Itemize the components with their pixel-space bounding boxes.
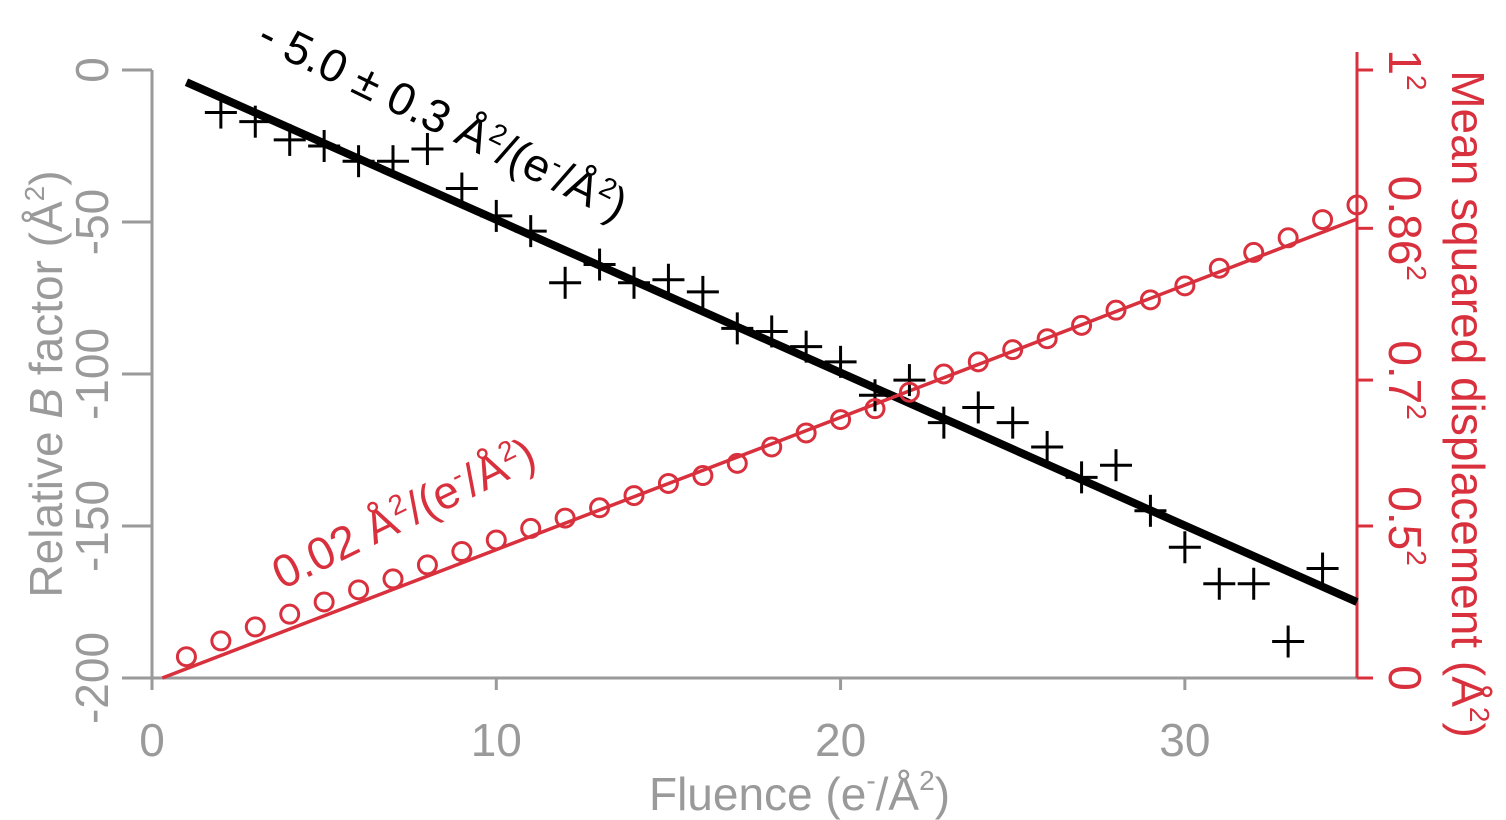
msd-point <box>348 579 370 601</box>
b-factor-point <box>308 130 341 162</box>
b-factor-point <box>1134 494 1167 527</box>
b-factor-point <box>342 145 375 178</box>
y-right-tick-label: 0.862 <box>1379 176 1432 281</box>
msd-point <box>967 351 989 373</box>
msd-point <box>657 472 679 494</box>
msd-point <box>1139 289 1161 311</box>
msd-point <box>1105 299 1127 321</box>
x-tick-label: 20 <box>815 714 866 766</box>
msd-point <box>898 381 920 403</box>
b-factor-point <box>377 145 409 178</box>
msd-fit-line <box>161 217 1358 680</box>
msd-point <box>279 603 301 625</box>
b-factor-point <box>996 406 1029 439</box>
y-right-tick-label: 0.72 <box>1379 340 1432 420</box>
b-factor-point <box>549 266 582 299</box>
x-tick-label: 30 <box>1159 714 1210 766</box>
msd-point <box>451 541 473 563</box>
annotations: - 5.0 ± 0.3 Å2/(e-/Å2)0.02 Å2/(e-/Å2) <box>251 7 636 599</box>
msd-point <box>1277 227 1299 249</box>
msd-point <box>1002 339 1024 361</box>
b-factor-point <box>239 105 272 138</box>
b-factor-point <box>1237 567 1270 600</box>
y-left-axis-title: Relative B factor (Å2) <box>19 170 72 597</box>
msd-point <box>520 517 542 539</box>
fit-lines <box>161 78 1359 680</box>
b-factor-point <box>1168 531 1201 564</box>
msd-point <box>416 554 438 576</box>
b-factor-point <box>1100 449 1132 482</box>
msd-point <box>1312 209 1334 231</box>
msd-point <box>1243 241 1265 263</box>
b-factor-point <box>1065 461 1098 494</box>
b-factor-point <box>514 215 547 248</box>
b-factor-point <box>824 345 857 378</box>
y-left-tick-label: 0 <box>66 57 118 83</box>
msd-point <box>244 616 266 638</box>
b-factor-point <box>273 123 306 156</box>
b-factor-point <box>893 364 926 397</box>
msd-point <box>1071 314 1093 336</box>
msd-point <box>795 422 817 444</box>
y-right-tick-label: 12 <box>1379 49 1432 90</box>
data-points <box>175 96 1368 668</box>
msd-point <box>726 452 748 474</box>
b-factor-point <box>790 330 823 363</box>
y-left-tick-label: -150 <box>66 480 118 572</box>
msd-point <box>864 398 886 420</box>
b-factor-point <box>721 312 754 345</box>
msd-point <box>485 529 507 551</box>
b-factor-point <box>755 315 788 348</box>
b-factor-point <box>445 172 478 205</box>
b-factor-point <box>204 96 237 129</box>
msd-point <box>830 409 852 431</box>
msd-point <box>1346 194 1368 216</box>
msd-point <box>933 363 955 385</box>
b-factor-point <box>1306 552 1339 585</box>
axis-labels: 0 10 20 30 0 -50 -100 -150 -200 0 0.52 0.72 0.862 12 F… <box>19 49 1495 820</box>
y-left-tick-label: -200 <box>66 632 118 724</box>
b-factor-point <box>480 199 513 232</box>
y-left-tick-label: -50 <box>66 189 118 255</box>
msd-point <box>1036 328 1058 350</box>
msd-point <box>692 465 714 487</box>
msd-point <box>589 497 611 519</box>
msd-point <box>175 646 197 668</box>
y-right-tick-label: 0 <box>1379 665 1431 691</box>
msd-point <box>313 591 335 613</box>
b-factor-point <box>583 248 616 281</box>
b-factor-point <box>618 266 650 299</box>
msd-point <box>761 436 783 458</box>
msd-slope-label: 0.02 Å2/(e-/Å2) <box>264 427 544 599</box>
b-factor-point <box>1031 430 1064 463</box>
b-factor-point <box>686 275 719 308</box>
b-factor-point <box>1203 567 1236 600</box>
b-factor-point <box>927 406 960 439</box>
y-left-tick-label: -100 <box>66 328 118 420</box>
msd-point <box>210 630 232 652</box>
b-factor-point <box>411 133 444 166</box>
x-axis-title: Fluence (e-/Å2) <box>649 765 950 820</box>
y-right-tick-label: 0.52 <box>1379 486 1432 566</box>
x-tick-label: 10 <box>471 714 522 766</box>
b-factor-point <box>962 391 995 424</box>
b-factor-point <box>1272 625 1305 658</box>
b-factor-point <box>859 379 891 412</box>
msd-point <box>1174 275 1196 297</box>
b-factor-point <box>652 263 685 296</box>
x-tick-label: 0 <box>139 714 165 766</box>
y-right-axis-title: Mean squared displacement (Å2) <box>1442 70 1495 738</box>
msd-point <box>554 507 576 529</box>
msd-point <box>382 568 404 590</box>
msd-point <box>1208 257 1230 279</box>
msd-point <box>623 485 645 507</box>
axes <box>122 52 1373 690</box>
